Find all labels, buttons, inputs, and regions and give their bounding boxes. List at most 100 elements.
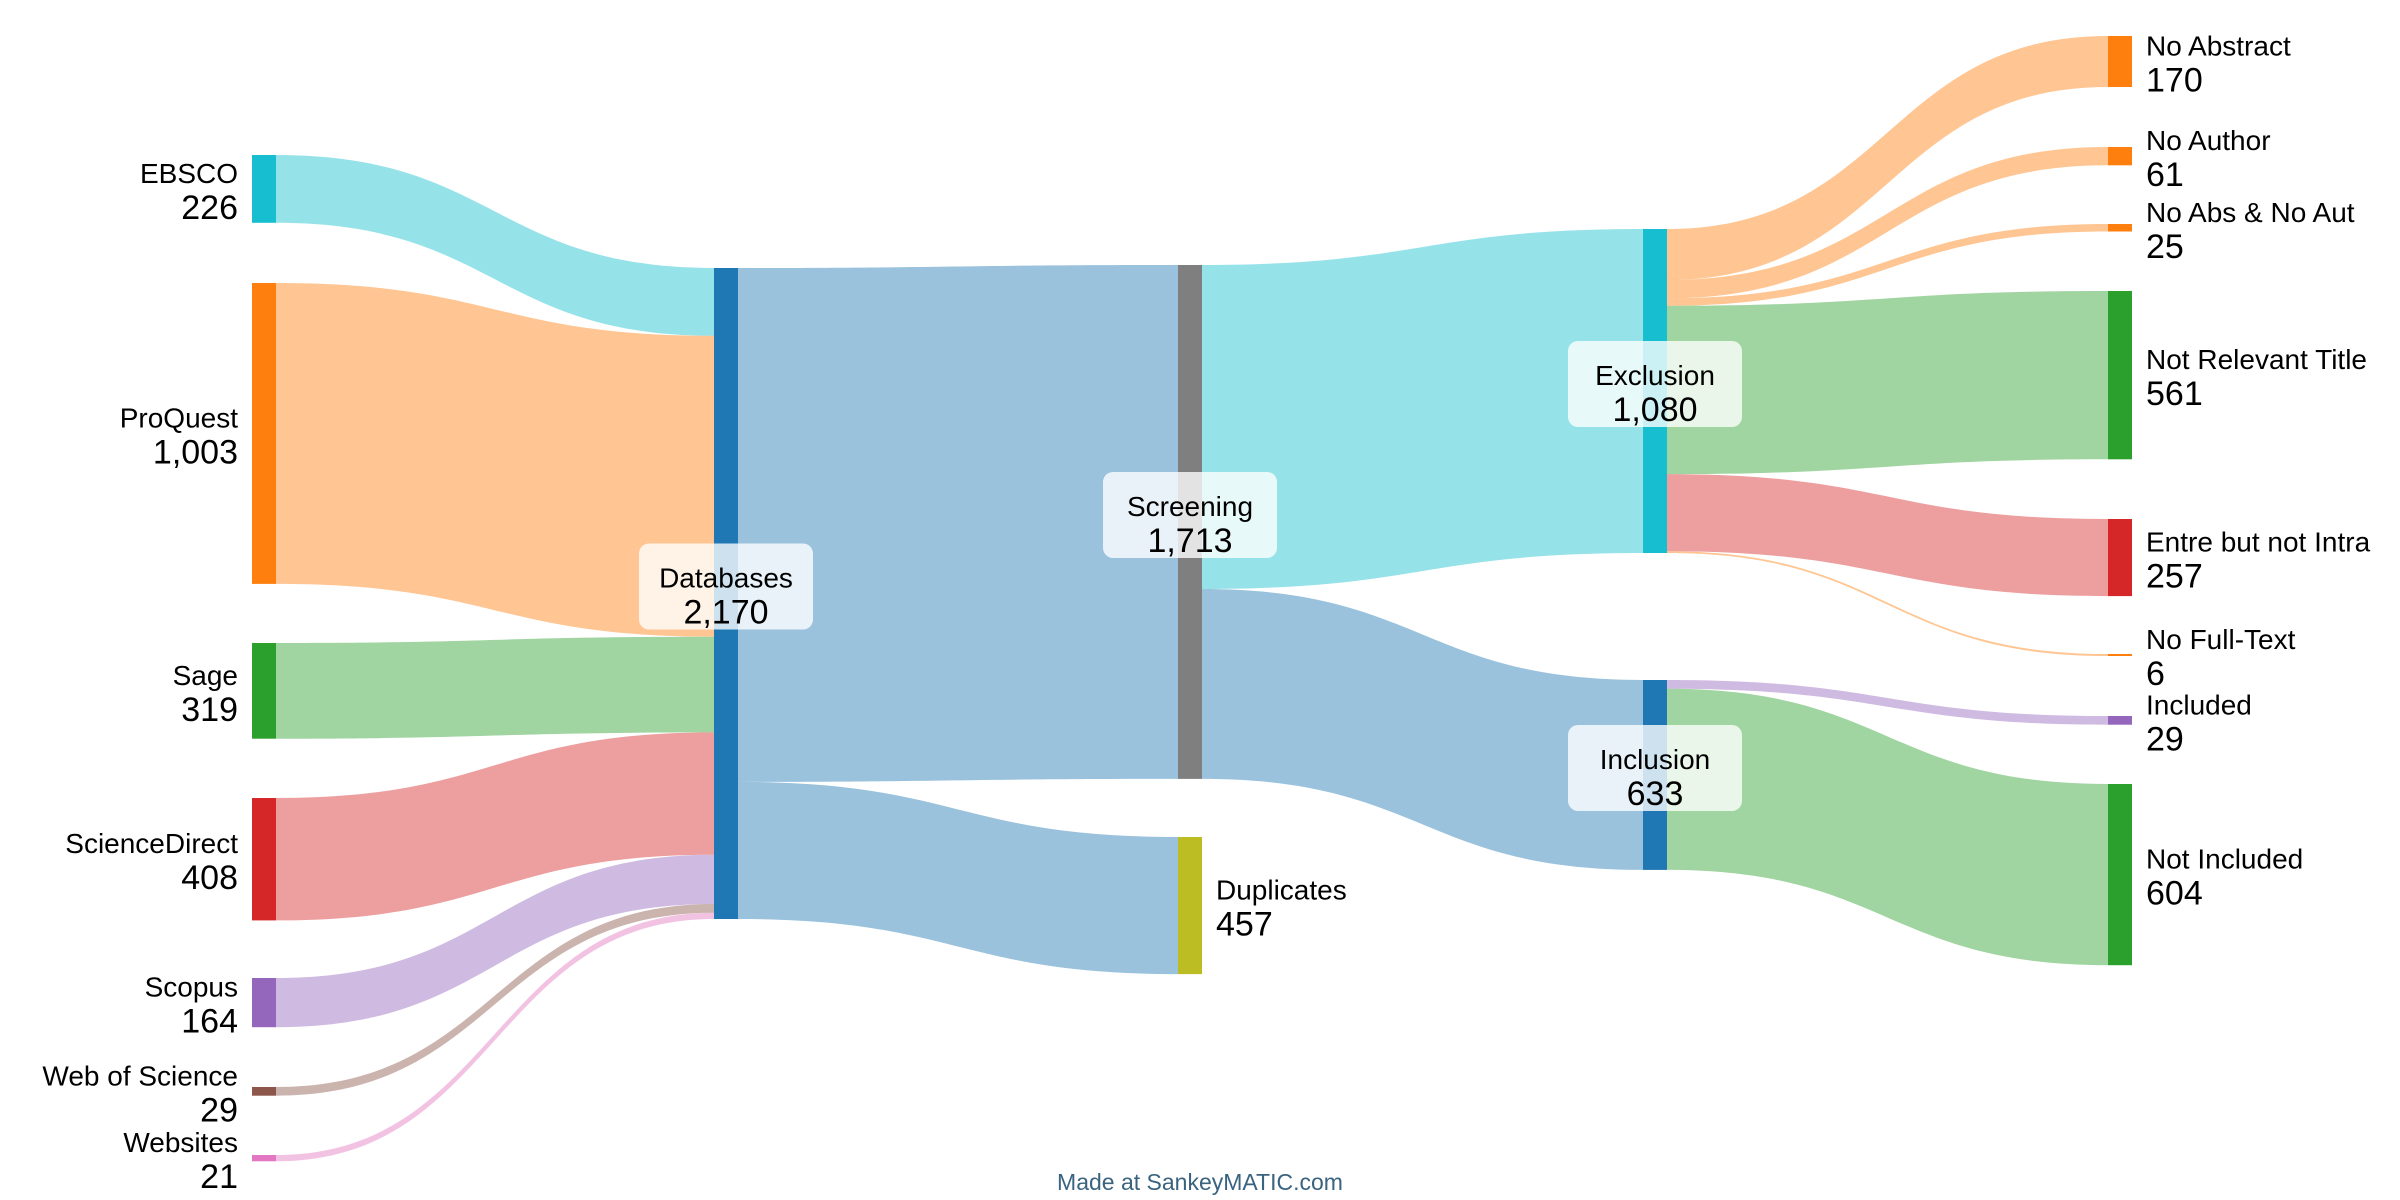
link-ebsco-to-databases — [276, 155, 714, 336]
node-name: No Full-Text — [2146, 624, 2296, 655]
link-databases-to-duplicates — [738, 781, 1178, 975]
node-value: 408 — [181, 859, 238, 897]
link-databases-to-screening — [738, 265, 1178, 782]
node-scopus — [252, 978, 276, 1028]
node-name: Inclusion — [1600, 744, 1711, 775]
link-websites-to-databases — [276, 912, 714, 1162]
node-value: 633 — [1627, 775, 1684, 813]
link-scopus-to-databases — [276, 854, 714, 1028]
node-name: Databases — [659, 563, 793, 594]
node-name: ProQuest — [120, 402, 238, 433]
link-wos-to-databases — [276, 904, 714, 1096]
node-name: Sage — [173, 660, 238, 691]
node-value: 457 — [1216, 906, 1273, 944]
node-value: 257 — [2146, 558, 2203, 596]
node-name: No Abstract — [2146, 31, 2291, 62]
node-value: 2,170 — [683, 594, 768, 632]
node-not_relevant — [2108, 291, 2132, 460]
node-value: 6 — [2146, 655, 2165, 693]
link-proquest-to-databases — [276, 283, 714, 637]
node-no_abs_aut — [2108, 224, 2132, 232]
node-value: 1,080 — [1612, 391, 1697, 429]
node-included — [2108, 716, 2132, 725]
link-screening-to-exclusion — [1202, 229, 1643, 589]
node-label-background — [639, 543, 813, 630]
node-value: 226 — [181, 189, 238, 227]
node-name: Included — [2146, 689, 2252, 720]
footer-credit: Made at SankeyMATIC.com — [1057, 1169, 1343, 1195]
node-not_included — [2108, 784, 2132, 966]
node-ebsco — [252, 155, 276, 223]
node-duplicates — [1178, 837, 1202, 975]
node-value: 164 — [181, 1003, 238, 1041]
link-exclusion-to-no_author — [1667, 147, 2108, 299]
link-exclusion-to-no_abstract — [1667, 36, 2108, 280]
node-wos — [252, 1087, 276, 1096]
node-label-background — [1568, 724, 1742, 811]
node-entre — [2108, 519, 2132, 597]
node-name: ScienceDirect — [65, 828, 238, 859]
node-value: 25 — [2146, 228, 2184, 266]
node-name: Exclusion — [1595, 360, 1715, 391]
link-exclusion-to-no_fulltext — [1667, 551, 2108, 656]
node-name: Duplicates — [1216, 875, 1347, 906]
node-name: Screening — [1127, 491, 1253, 522]
link-screening-to-inclusion — [1202, 589, 1643, 870]
link-sage-to-databases — [276, 636, 714, 739]
node-no_author — [2108, 147, 2132, 166]
link-inclusion-to-included — [1667, 680, 2108, 725]
node-value: 604 — [2146, 875, 2203, 913]
node-value: 1,003 — [153, 433, 238, 471]
link-exclusion-to-no_abs_aut — [1667, 224, 2108, 306]
node-name: Web of Science — [42, 1060, 238, 1091]
node-name: EBSCO — [140, 158, 238, 189]
node-name: Entre but not Intra — [2146, 527, 2371, 558]
node-value: 29 — [2146, 720, 2184, 758]
node-sage — [252, 643, 276, 739]
link-inclusion-to-not_included — [1667, 688, 2108, 966]
link-exclusion-to-not_relevant — [1667, 291, 2108, 475]
node-value: 29 — [200, 1091, 238, 1129]
link-exclusion-to-entre — [1667, 474, 2108, 597]
node-value: 319 — [181, 691, 238, 729]
node-value: 170 — [2146, 62, 2203, 100]
node-name: No Author — [2146, 125, 2271, 156]
node-value: 561 — [2146, 375, 2203, 413]
node-name: Scopus — [145, 972, 238, 1003]
flow-nodes — [252, 36, 2132, 1162]
node-name: Websites — [123, 1127, 238, 1158]
node-proquest — [252, 283, 276, 584]
node-name: No Abs & No Aut — [2146, 197, 2355, 228]
node-value: 61 — [2146, 156, 2184, 194]
node-value: 1,713 — [1147, 522, 1232, 560]
node-no_abstract — [2108, 36, 2132, 87]
node-value: 21 — [200, 1158, 238, 1196]
node-name: Not Included — [2146, 844, 2303, 875]
node-label-background — [1103, 471, 1277, 558]
node-label-background — [1568, 341, 1742, 427]
node-name: Not Relevant Title — [2146, 344, 2367, 375]
node-websites — [252, 1155, 276, 1162]
